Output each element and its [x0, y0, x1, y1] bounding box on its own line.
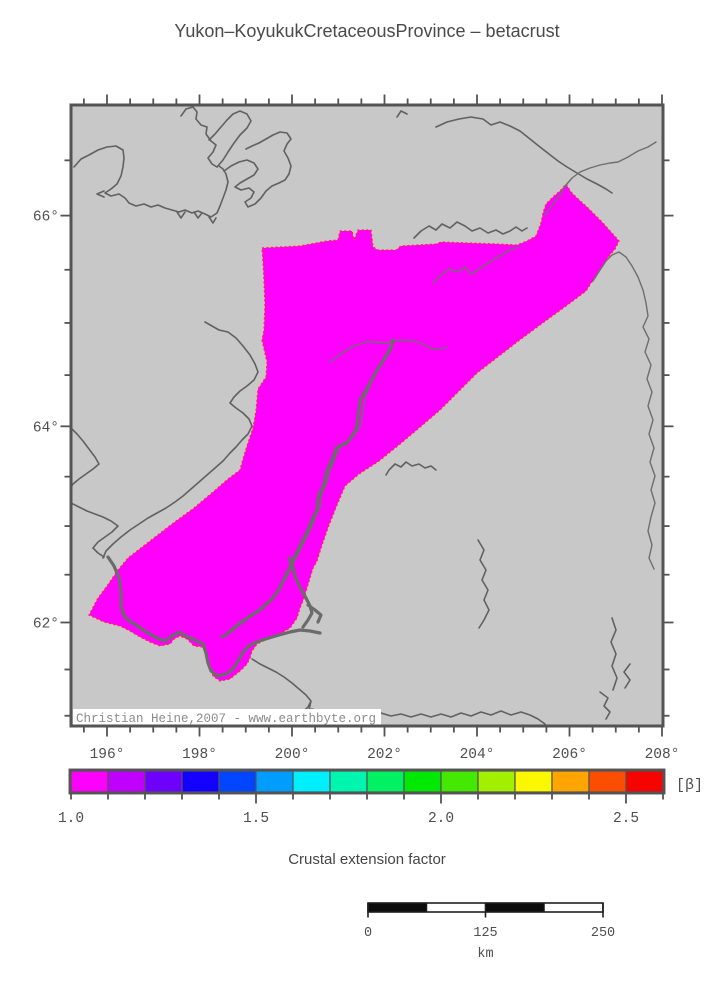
colorbar-tick-label: 2.5: [613, 811, 639, 827]
coastline: [435, 116, 613, 194]
scale-bar-labels: 0 125 250: [364, 926, 615, 941]
scale-bar-ticks: [367, 903, 604, 918]
river: [477, 539, 490, 629]
colorbar-cell: [477, 770, 516, 793]
longitude-label: 206°: [552, 747, 587, 763]
longitude-label: 204°: [460, 747, 495, 763]
colorbar-cell: [107, 770, 146, 793]
longitude-label: 200°: [275, 747, 310, 763]
scale-bar-tick-label: 0: [364, 926, 372, 941]
figure-title: Yukon–KoyukukCretaceousProvince – betacr…: [174, 21, 559, 41]
coastline: [396, 110, 408, 118]
river: [413, 221, 528, 239]
river: [287, 556, 323, 629]
colorbar-frame: [68, 768, 666, 795]
colorbar-cell: [292, 770, 331, 793]
coastline: [102, 321, 259, 559]
colorbar-cell: [218, 770, 257, 793]
colorbar-cell: [144, 770, 183, 793]
axis-ticks: [60, 94, 674, 737]
coastline: [223, 131, 292, 208]
river: [329, 339, 448, 363]
colorbar-cell: [403, 770, 442, 793]
river: [599, 663, 631, 720]
coastline: [208, 110, 252, 168]
river: [106, 555, 322, 678]
colorbar-tick-label: 1.5: [243, 811, 269, 827]
colorbar-cell: [588, 770, 627, 793]
latitude-label: 66°: [33, 210, 59, 226]
colorbar-cells: [70, 770, 664, 793]
scale-bar-segment: [426, 902, 486, 913]
coastline: [72, 428, 100, 487]
colorbar-tick-label: 1.0: [58, 811, 84, 827]
colorbar-cell: [514, 770, 553, 793]
colorbar-cell: [625, 770, 664, 793]
colorbar-cell: [329, 770, 368, 793]
colorbar-cell: [366, 770, 405, 793]
river: [610, 617, 618, 691]
colorbar-cell: [255, 770, 294, 793]
colorbar-cell: [551, 770, 590, 793]
copyright-text: Christian Heine,2007 - www.earthbyte.org: [76, 712, 376, 726]
colorbar-labels: 1.0 1.5 2.0 2.5: [58, 811, 639, 827]
colorbar-cell: [440, 770, 479, 793]
river: [229, 343, 392, 631]
scale-bar-segment: [485, 902, 545, 913]
longitude-label: 208°: [645, 747, 680, 763]
colorbar: 1.0 1.5 2.0 2.5 [β] Crustal extension facto…: [58, 768, 703, 868]
latitude-label: 64°: [33, 420, 59, 436]
axis-labels: 196° 198° 200° 202° 204° 206° 208° 66° 64° 62°: [33, 210, 680, 763]
copyright-strip: [73, 709, 381, 727]
river: [592, 251, 656, 570]
coastline: [180, 106, 218, 168]
river: [432, 246, 519, 284]
scale-bar-segment: [367, 902, 428, 913]
colorbar-tick-label: 2.0: [428, 811, 454, 827]
longitude-label: 198°: [182, 747, 217, 763]
scale-bar-segment: [543, 902, 604, 913]
river: [544, 141, 657, 216]
scale-bar-tick-label: 125: [473, 926, 497, 941]
colorbar-ticks: [70, 793, 664, 804]
longitude-label: 196°: [90, 747, 125, 763]
coastline: [73, 145, 229, 218]
coastline: [72, 502, 119, 558]
colorbar-unit-label: [β]: [676, 777, 703, 794]
scale-bar: 0 125 250 km: [364, 902, 615, 962]
rivers-over-province: [106, 141, 657, 678]
latitude-label: 62°: [33, 616, 59, 632]
scale-bar-unit: km: [477, 947, 493, 962]
coastline: [96, 190, 217, 224]
colorbar-cell: [70, 770, 109, 793]
longitude-label: 202°: [367, 747, 402, 763]
colorbar-title: Crustal extension factor: [288, 851, 446, 868]
scale-bar-tick-label: 250: [591, 926, 615, 941]
map-frame: [69, 103, 665, 728]
river: [385, 461, 437, 476]
colorbar-cell: [181, 770, 220, 793]
